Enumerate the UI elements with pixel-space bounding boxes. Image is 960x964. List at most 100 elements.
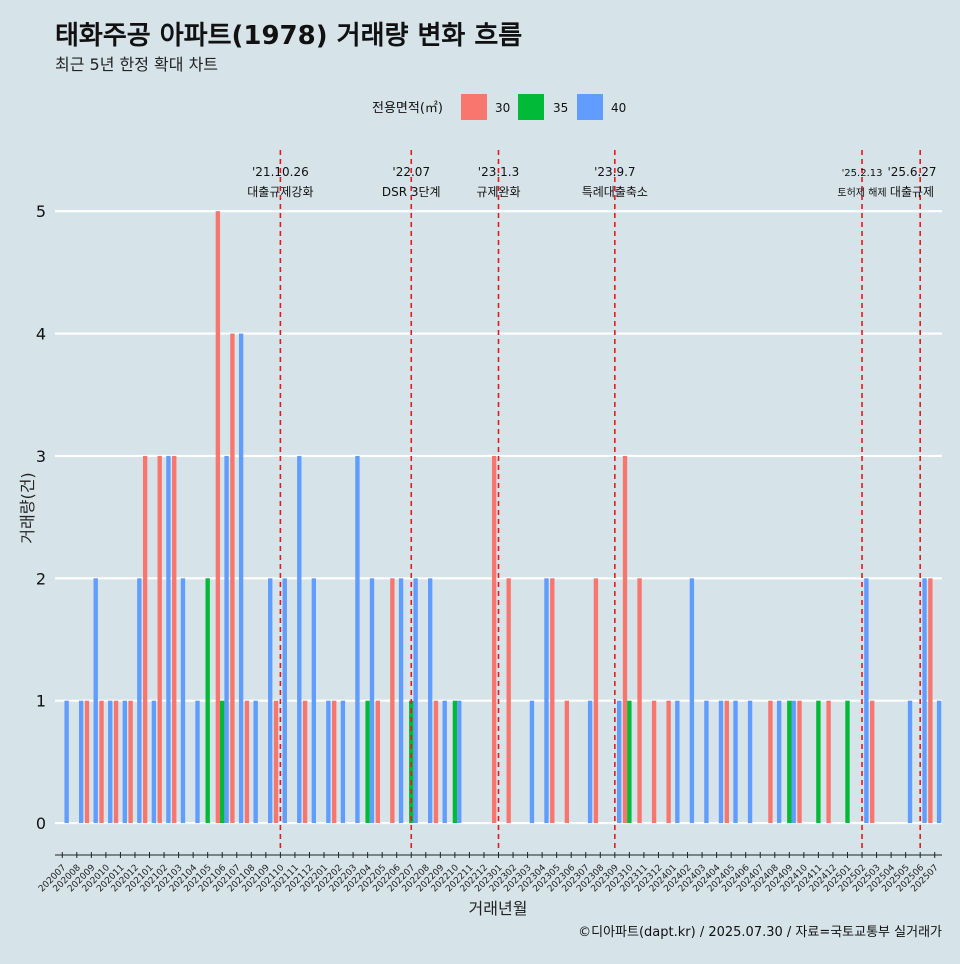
bar-40-202507 — [936, 700, 942, 824]
bar-35-202409 — [787, 700, 792, 824]
bar-40-202210 — [457, 700, 462, 824]
bar-30-202205 — [375, 700, 380, 824]
chart-subtitle: 최근 5년 한정 확대 차트 — [55, 55, 218, 74]
bar-30-202503 — [870, 700, 875, 824]
bar-30-202202 — [332, 700, 337, 824]
bar-35-202105 — [205, 578, 210, 824]
bar-40-202103 — [180, 578, 186, 824]
bar-30-202301 — [491, 455, 497, 824]
bar-40-202012 — [137, 578, 142, 824]
bar-30-202010 — [99, 700, 104, 824]
bar-35-202501 — [845, 700, 850, 824]
bar-40-202309 — [617, 700, 622, 824]
bar-40-202203 — [355, 455, 360, 824]
event-label-0: 대출규제강화 — [247, 185, 313, 199]
bar-40-202101 — [151, 700, 157, 824]
y-axis-title: 거래량(건) — [18, 472, 37, 543]
chart-title: 태화주공 아파트(1978) 거래량 변화 흐름 — [55, 21, 522, 51]
source-caption: ©디아파트(dapt.kr) / 2025.07.30 / 자료=국토교통부 실… — [578, 925, 942, 940]
bar-40-202106 — [224, 455, 229, 824]
y-axis-ticks: 0 1 2 3 4 5 — [36, 202, 46, 833]
bar-40-202110 — [282, 578, 287, 824]
bar-40-202401 — [675, 700, 680, 824]
bar-35-202204 — [365, 700, 370, 824]
bar-40-202506 — [922, 578, 927, 824]
bar-30-202310 — [622, 455, 628, 824]
event-label-5: 대출규제 — [890, 185, 934, 199]
event-lines: '21.10.26 대출규제강화 '22.07 DSR 3단계 '23.1.3 규제완화 '… — [247, 150, 937, 850]
bar-40-202209 — [442, 700, 447, 824]
event-label-1: DSR 3단계 — [382, 185, 441, 199]
event-date-5: '25.6.27 — [887, 165, 936, 179]
x-axis-title: 거래년월 — [469, 899, 528, 918]
bar-40-202010 — [108, 700, 113, 824]
bar-40-202505 — [907, 700, 913, 824]
bar-40-202408 — [776, 700, 782, 824]
bar-30-202302 — [506, 578, 511, 824]
bar-30-202412 — [826, 700, 831, 824]
bar-30-202209 — [433, 700, 439, 824]
bar-30-202106 — [215, 211, 221, 824]
event-date-0: '21.10.26 — [252, 165, 309, 179]
bar-30-202305 — [550, 578, 555, 824]
event-date-1: '22.07 — [392, 165, 430, 179]
bar-40-202109 — [268, 578, 273, 824]
legend-swatch-40 — [577, 94, 603, 120]
bar-40-202405 — [733, 700, 738, 824]
bar-30-202110 — [273, 700, 279, 824]
bar-40-202112 — [311, 578, 317, 824]
event-date-3: '23.9.7 — [594, 165, 635, 179]
bar-30-202112 — [302, 700, 308, 824]
legend-label-35: 35 — [553, 101, 568, 115]
bar-30-202507 — [928, 578, 933, 824]
bar-40-202409 — [791, 700, 796, 824]
event-date-2: '23.1.3 — [478, 165, 519, 179]
legend-label-30: 30 — [495, 101, 510, 115]
bar-30-202405 — [724, 700, 729, 824]
event-label-3: 특례대출축소 — [582, 185, 648, 199]
bar-40-202303 — [529, 700, 535, 824]
bar-40-202206 — [398, 578, 404, 824]
bar-40-202404 — [718, 700, 724, 824]
legend-label-40: 40 — [611, 101, 626, 115]
bar-40-202502 — [864, 578, 869, 824]
y-tick-label-4: 4 — [36, 325, 46, 344]
bar-30-202312 — [651, 700, 657, 824]
legend-swatch-30 — [461, 94, 487, 120]
bar-30-202102 — [157, 455, 162, 824]
bar-40-202403 — [704, 700, 709, 824]
event-date-4: '25.2.13 — [842, 168, 883, 179]
bar-30-202206 — [390, 578, 395, 824]
y-tick-label-0: 0 — [36, 814, 46, 833]
bar-40-202204 — [369, 578, 375, 824]
bar-30-202308 — [593, 578, 599, 824]
bar-30-202306 — [564, 700, 570, 824]
bar-40-202108 — [253, 700, 258, 824]
bar-30-202101 — [142, 455, 148, 824]
bar-40-202208 — [427, 578, 433, 824]
bar-30-202408 — [768, 700, 773, 824]
bar-30-202410 — [797, 700, 802, 824]
bar-40-202107 — [238, 333, 244, 824]
bar-40-202009 — [93, 578, 98, 824]
bar-40-202011 — [122, 700, 127, 824]
bar-35-202310 — [627, 700, 632, 824]
bar-35-202207 — [409, 700, 414, 824]
bar-40-202102 — [166, 455, 171, 824]
bar-40-202402 — [689, 578, 695, 824]
y-tick-label-5: 5 — [36, 202, 46, 221]
bar-40-202307 — [587, 700, 593, 824]
bar-40-202207 — [413, 578, 418, 824]
legend-swatch-35 — [518, 94, 544, 120]
bar-40-202201 — [326, 700, 331, 824]
bar-40-202008 — [78, 700, 84, 824]
bar-30-202103 — [172, 455, 177, 824]
bar-35-202411 — [816, 700, 821, 824]
event-label-4: 토허제 해제 — [837, 186, 886, 199]
bar-30-202011 — [113, 700, 119, 824]
legend-title: 전용면적(㎡) — [372, 101, 443, 116]
bar-30-202401 — [666, 700, 671, 824]
y-tick-label-3: 3 — [36, 447, 46, 466]
